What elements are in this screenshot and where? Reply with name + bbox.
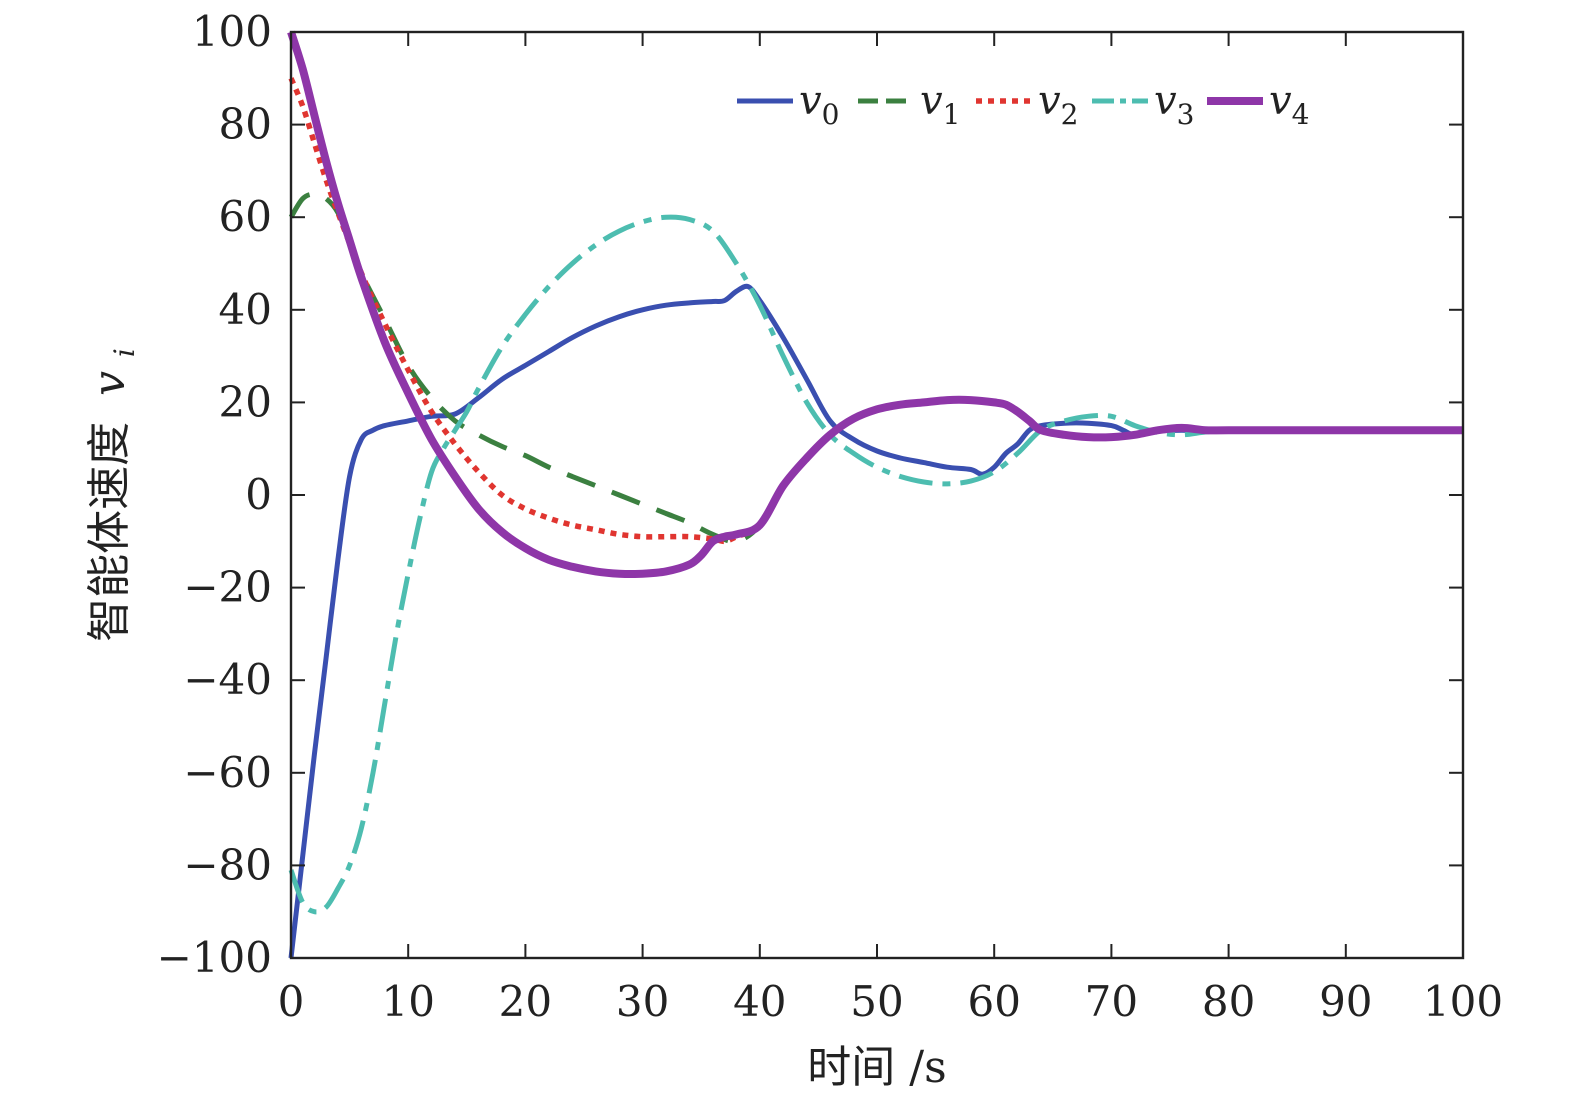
legend-label-v3: v3 [1154, 78, 1194, 131]
x-tick-label: 80 [1202, 977, 1255, 1026]
y-tick-label: 0 [245, 470, 272, 519]
x-tick-label: 70 [1085, 977, 1138, 1026]
x-tick-label: 10 [381, 977, 434, 1026]
legend-label-v4: v4 [1269, 78, 1309, 131]
y-tick-label: −80 [183, 840, 272, 889]
legend: v0 v1 v2 v3 v4 [737, 78, 1309, 131]
x-tick-label: 90 [1319, 977, 1372, 1026]
legend-label-v2: v2 [1038, 78, 1078, 131]
x-axis-title: 时间 /s [807, 1042, 946, 1093]
y-axis-title-text: 智能体速度 [84, 422, 135, 642]
series-layer [287, 30, 1463, 959]
y-tick-label: 80 [219, 100, 272, 149]
y-tick-label: 100 [192, 7, 272, 56]
series-line-v2 [288, 77, 1463, 545]
tick-layer: 0 10 20 30 40 50 60 70 80 90 100 −100 −80 −60 −40 −20 0 2… [157, 7, 1503, 1026]
series-line-v3 [288, 214, 1463, 915]
y-tick-label: 60 [219, 192, 272, 241]
y-tick-label: 40 [219, 285, 272, 334]
legend-label-v1: v1 [920, 78, 960, 131]
x-tick-label: 100 [1423, 977, 1503, 1026]
y-tick-label: −20 [183, 563, 272, 612]
y-axis-title-subscript: i [108, 348, 141, 357]
y-tick-label: −60 [183, 748, 272, 797]
y-tick-label: −40 [183, 655, 272, 704]
x-tick-label: 30 [616, 977, 669, 1026]
x-tick-label: 60 [967, 977, 1020, 1026]
x-tick-label: 50 [850, 977, 903, 1026]
y-tick-label: −100 [157, 933, 272, 982]
legend-label-v0: v0 [799, 78, 839, 131]
series-line-v4 [287, 30, 1463, 578]
x-tick-label: 40 [733, 977, 786, 1026]
x-tick-label: 0 [278, 977, 305, 1026]
x-tick-label: 20 [499, 977, 552, 1026]
y-tick-label: 20 [219, 377, 272, 426]
y-axis-title: 智能体速度 v i [84, 348, 141, 642]
series-line-v0 [288, 283, 1463, 959]
y-axis-title-symbol: v [84, 371, 135, 396]
